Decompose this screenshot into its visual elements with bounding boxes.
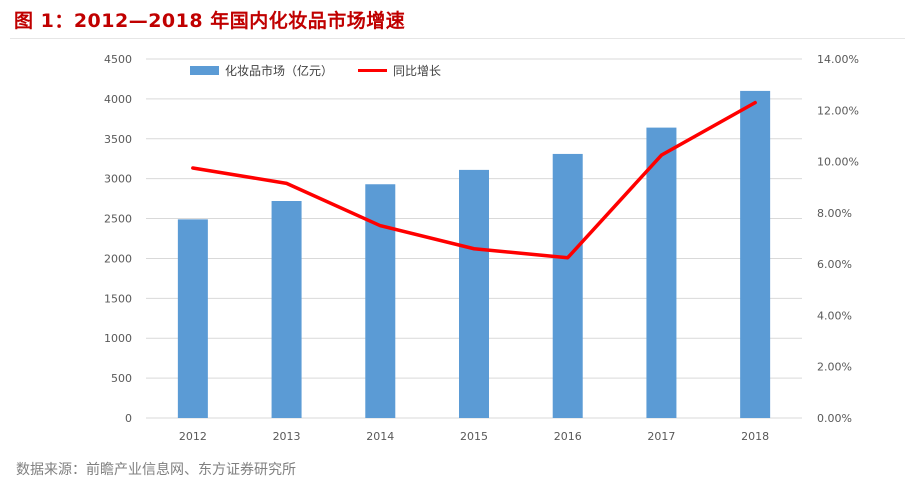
x-tick-label: 2017 bbox=[647, 430, 675, 443]
line-point bbox=[566, 256, 570, 260]
x-tick-label: 2014 bbox=[366, 430, 394, 443]
legend-item-line: 同比增长 bbox=[358, 62, 441, 79]
bar-series bbox=[177, 90, 771, 419]
right-tick-label: 12.00% bbox=[817, 104, 859, 117]
right-tick-label: 8.00% bbox=[817, 207, 852, 220]
right-tick-label: 10.00% bbox=[817, 156, 859, 169]
x-tick-label: 2013 bbox=[273, 430, 301, 443]
line-point bbox=[285, 181, 289, 185]
left-tick-label: 1500 bbox=[104, 292, 132, 305]
bar bbox=[740, 90, 771, 419]
x-tick-label: 2016 bbox=[554, 430, 582, 443]
x-tick-label: 2015 bbox=[460, 430, 488, 443]
right-tick-label: 14.00% bbox=[817, 53, 859, 66]
right-tick-label: 0.00% bbox=[817, 412, 852, 425]
bar bbox=[271, 201, 302, 418]
chart-title: 图 1：2012—2018 年国内化妆品市场增速 bbox=[14, 10, 406, 32]
left-tick-label: 2500 bbox=[104, 213, 132, 226]
left-tick-label: 2000 bbox=[104, 252, 132, 265]
right-tick-label: 4.00% bbox=[817, 309, 852, 322]
left-axis-ticks: 0 500 1000 1500 2000 2500 3000 3500 4000 4500 bbox=[104, 53, 132, 425]
bar bbox=[646, 127, 677, 418]
right-tick-label: 2.00% bbox=[817, 361, 852, 374]
bar bbox=[365, 184, 396, 418]
line-series bbox=[191, 100, 757, 260]
line-point bbox=[753, 101, 757, 105]
bar bbox=[552, 153, 583, 419]
chart: 0 500 1000 1500 2000 2500 3000 3500 4000 4500 0.0… bbox=[104, 53, 859, 443]
left-tick-label: 500 bbox=[111, 372, 132, 385]
bar bbox=[177, 219, 208, 418]
legend-bar-label: 化妆品市场（亿元） bbox=[225, 64, 334, 78]
left-tick-label: 4000 bbox=[104, 93, 132, 106]
x-tick-label: 2012 bbox=[179, 430, 207, 443]
left-tick-label: 0 bbox=[125, 412, 132, 425]
left-tick-label: 3000 bbox=[104, 173, 132, 186]
line-point bbox=[191, 166, 195, 170]
legend-line-label: 同比增长 bbox=[393, 64, 442, 78]
line-point bbox=[378, 224, 382, 228]
legend-item-bar: 化妆品市场（亿元） bbox=[190, 62, 333, 79]
right-axis-ticks: 0.00% 2.00% 4.00% 6.00% 8.00% 10.00% 12.00% 14.… bbox=[817, 53, 859, 425]
source-note: 数据来源：前瞻产业信息网、东方证券研究所 bbox=[16, 462, 296, 478]
right-tick-label: 6.00% bbox=[817, 258, 852, 271]
line-point bbox=[472, 247, 476, 251]
title-divider bbox=[10, 38, 905, 39]
legend-bar-swatch bbox=[190, 66, 219, 75]
left-tick-label: 4500 bbox=[104, 53, 132, 66]
bar bbox=[459, 169, 489, 418]
left-tick-label: 1000 bbox=[104, 332, 132, 345]
line-point bbox=[659, 153, 663, 157]
x-axis-ticks: 2012 2013 2014 2015 2016 2017 2018 bbox=[179, 430, 769, 443]
left-tick-label: 3500 bbox=[104, 133, 132, 146]
x-tick-label: 2018 bbox=[741, 430, 769, 443]
legend-line-swatch bbox=[358, 69, 387, 72]
